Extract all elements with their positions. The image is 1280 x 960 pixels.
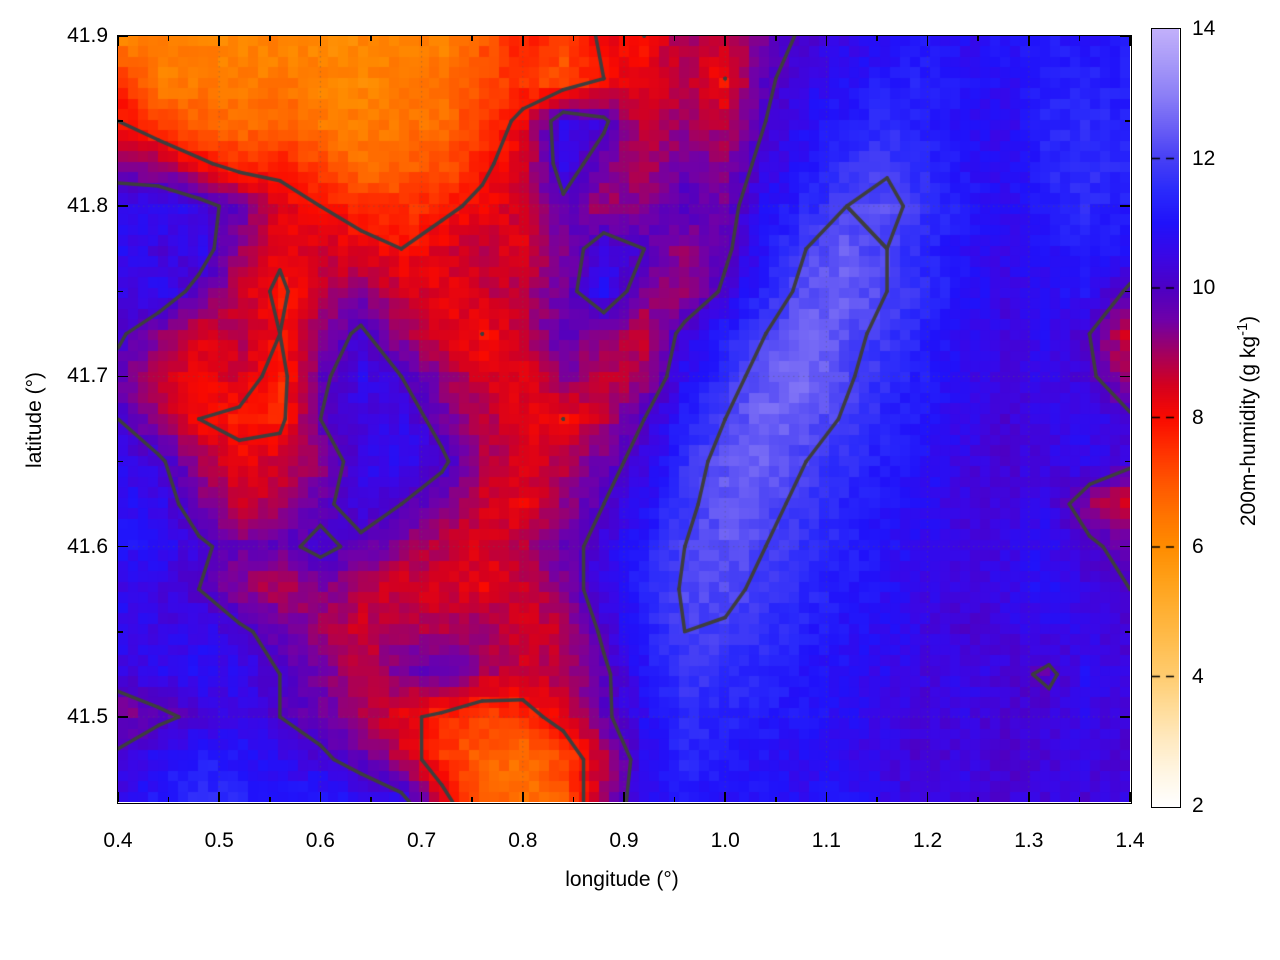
x-minor-tick-top bbox=[977, 36, 979, 41]
colorbar-tick-label: 6 bbox=[1192, 535, 1204, 558]
x-minor-tick-top bbox=[269, 36, 271, 41]
x-minor-tick bbox=[167, 797, 170, 802]
x-tick-mark bbox=[1129, 792, 1131, 802]
y-tick-mark-right bbox=[1120, 716, 1130, 718]
y-tick-mark bbox=[118, 716, 128, 718]
colorbar-label: 200m-humidity (g kg-1) bbox=[1226, 171, 1260, 671]
x-tick-mark bbox=[926, 792, 929, 802]
colorbar-label-text: 200m-humidity (g kg bbox=[1237, 335, 1260, 527]
x-tick-mark-top bbox=[117, 36, 119, 46]
x-minor-tick bbox=[572, 797, 575, 802]
y-tick-label: 41.7 bbox=[67, 364, 108, 388]
plot-frame bbox=[116, 34, 1132, 804]
x-axis-label: longitude (°) bbox=[565, 868, 679, 891]
x-minor-tick bbox=[370, 797, 372, 802]
x-tick-mark bbox=[1028, 792, 1030, 802]
x-tick-mark-top bbox=[825, 36, 828, 46]
x-tick-mark bbox=[218, 792, 220, 802]
x-minor-tick-top bbox=[673, 36, 676, 41]
x-tick-label: 0.5 bbox=[204, 829, 234, 852]
x-tick-mark-top bbox=[319, 36, 322, 46]
y-minor-tick bbox=[118, 460, 123, 463]
x-minor-tick-top bbox=[471, 36, 473, 41]
y-tick-label: 41.6 bbox=[67, 534, 108, 558]
x-tick-mark bbox=[724, 792, 726, 802]
x-tick-label: 1.3 bbox=[1014, 829, 1044, 852]
x-minor-tick-top bbox=[572, 36, 575, 41]
x-tick-label: 0.8 bbox=[508, 829, 538, 852]
y-minor-tick bbox=[118, 631, 123, 633]
x-tick-mark-top bbox=[218, 36, 220, 46]
colorbar-tick-label: 12 bbox=[1192, 146, 1216, 170]
x-tick-mark-top bbox=[926, 36, 929, 46]
y-minor-tick bbox=[118, 120, 123, 122]
x-tick-label: 0.4 bbox=[103, 829, 133, 852]
colorbar-tick-label: 2 bbox=[1192, 794, 1204, 817]
x-minor-tick bbox=[673, 797, 676, 802]
x-tick-label: 1.4 bbox=[1115, 829, 1145, 852]
x-minor-tick bbox=[471, 797, 473, 802]
y-tick-mark bbox=[118, 545, 128, 548]
y-tick-mark-right bbox=[1120, 205, 1130, 207]
x-tick-mark-top bbox=[522, 36, 524, 46]
colorbar-frame bbox=[1150, 27, 1181, 808]
colorbar-tick-label: 10 bbox=[1192, 276, 1216, 299]
y-minor-tick-right bbox=[1125, 631, 1130, 633]
y-tick-mark-right bbox=[1120, 375, 1130, 378]
colorbar-tick-label: 4 bbox=[1192, 664, 1204, 688]
x-minor-tick-top bbox=[775, 36, 777, 41]
x-tick-mark bbox=[623, 792, 625, 802]
x-tick-label: 0.7 bbox=[406, 829, 437, 852]
y-tick-mark bbox=[118, 35, 128, 37]
x-tick-mark bbox=[825, 792, 828, 802]
colorbar-canvas bbox=[1152, 29, 1179, 806]
x-minor-tick bbox=[269, 797, 271, 802]
y-tick-mark bbox=[118, 375, 128, 378]
heatmap-canvas bbox=[118, 36, 1130, 802]
x-tick-mark bbox=[117, 792, 119, 802]
x-tick-label: 1.0 bbox=[710, 829, 740, 852]
x-minor-tick-top bbox=[876, 36, 878, 41]
y-minor-tick bbox=[118, 290, 123, 293]
x-minor-tick bbox=[1078, 797, 1081, 802]
x-tick-mark bbox=[420, 792, 423, 802]
x-tick-label: 0.9 bbox=[609, 829, 639, 852]
y-tick-label: 41.5 bbox=[67, 704, 108, 728]
x-tick-mark bbox=[319, 792, 322, 802]
colorbar-label-close: ) bbox=[1237, 315, 1260, 323]
x-tick-mark-top bbox=[1028, 36, 1030, 46]
x-tick-mark-top bbox=[420, 36, 423, 46]
x-minor-tick bbox=[775, 797, 777, 802]
y-axis-label: latitude (°) bbox=[23, 372, 46, 468]
x-tick-mark-top bbox=[623, 36, 625, 46]
y-tick-mark-right bbox=[1120, 35, 1130, 37]
x-tick-mark-top bbox=[724, 36, 726, 46]
y-minor-tick-right bbox=[1125, 290, 1130, 293]
x-minor-tick bbox=[876, 797, 878, 802]
x-minor-tick-top bbox=[167, 36, 170, 41]
y-minor-tick-right bbox=[1125, 120, 1130, 122]
x-minor-tick bbox=[977, 797, 979, 802]
superscript-minus-one: -1 bbox=[1235, 322, 1251, 336]
x-tick-label: 1.1 bbox=[811, 829, 841, 852]
y-minor-tick-right bbox=[1125, 460, 1130, 463]
x-tick-mark-top bbox=[1129, 36, 1131, 46]
x-tick-label: 0.6 bbox=[305, 829, 335, 852]
y-tick-mark-right bbox=[1120, 545, 1130, 548]
y-tick-label: 41.8 bbox=[67, 194, 108, 218]
colorbar-tick-label: 14 bbox=[1192, 17, 1216, 40]
y-tick-label: 41.9 bbox=[67, 24, 108, 47]
x-tick-mark bbox=[522, 792, 524, 802]
x-minor-tick-top bbox=[1078, 36, 1081, 41]
x-minor-tick-top bbox=[370, 36, 372, 41]
x-tick-label: 1.2 bbox=[912, 829, 943, 852]
y-tick-mark bbox=[118, 205, 128, 207]
colorbar-tick-label: 8 bbox=[1192, 405, 1204, 429]
